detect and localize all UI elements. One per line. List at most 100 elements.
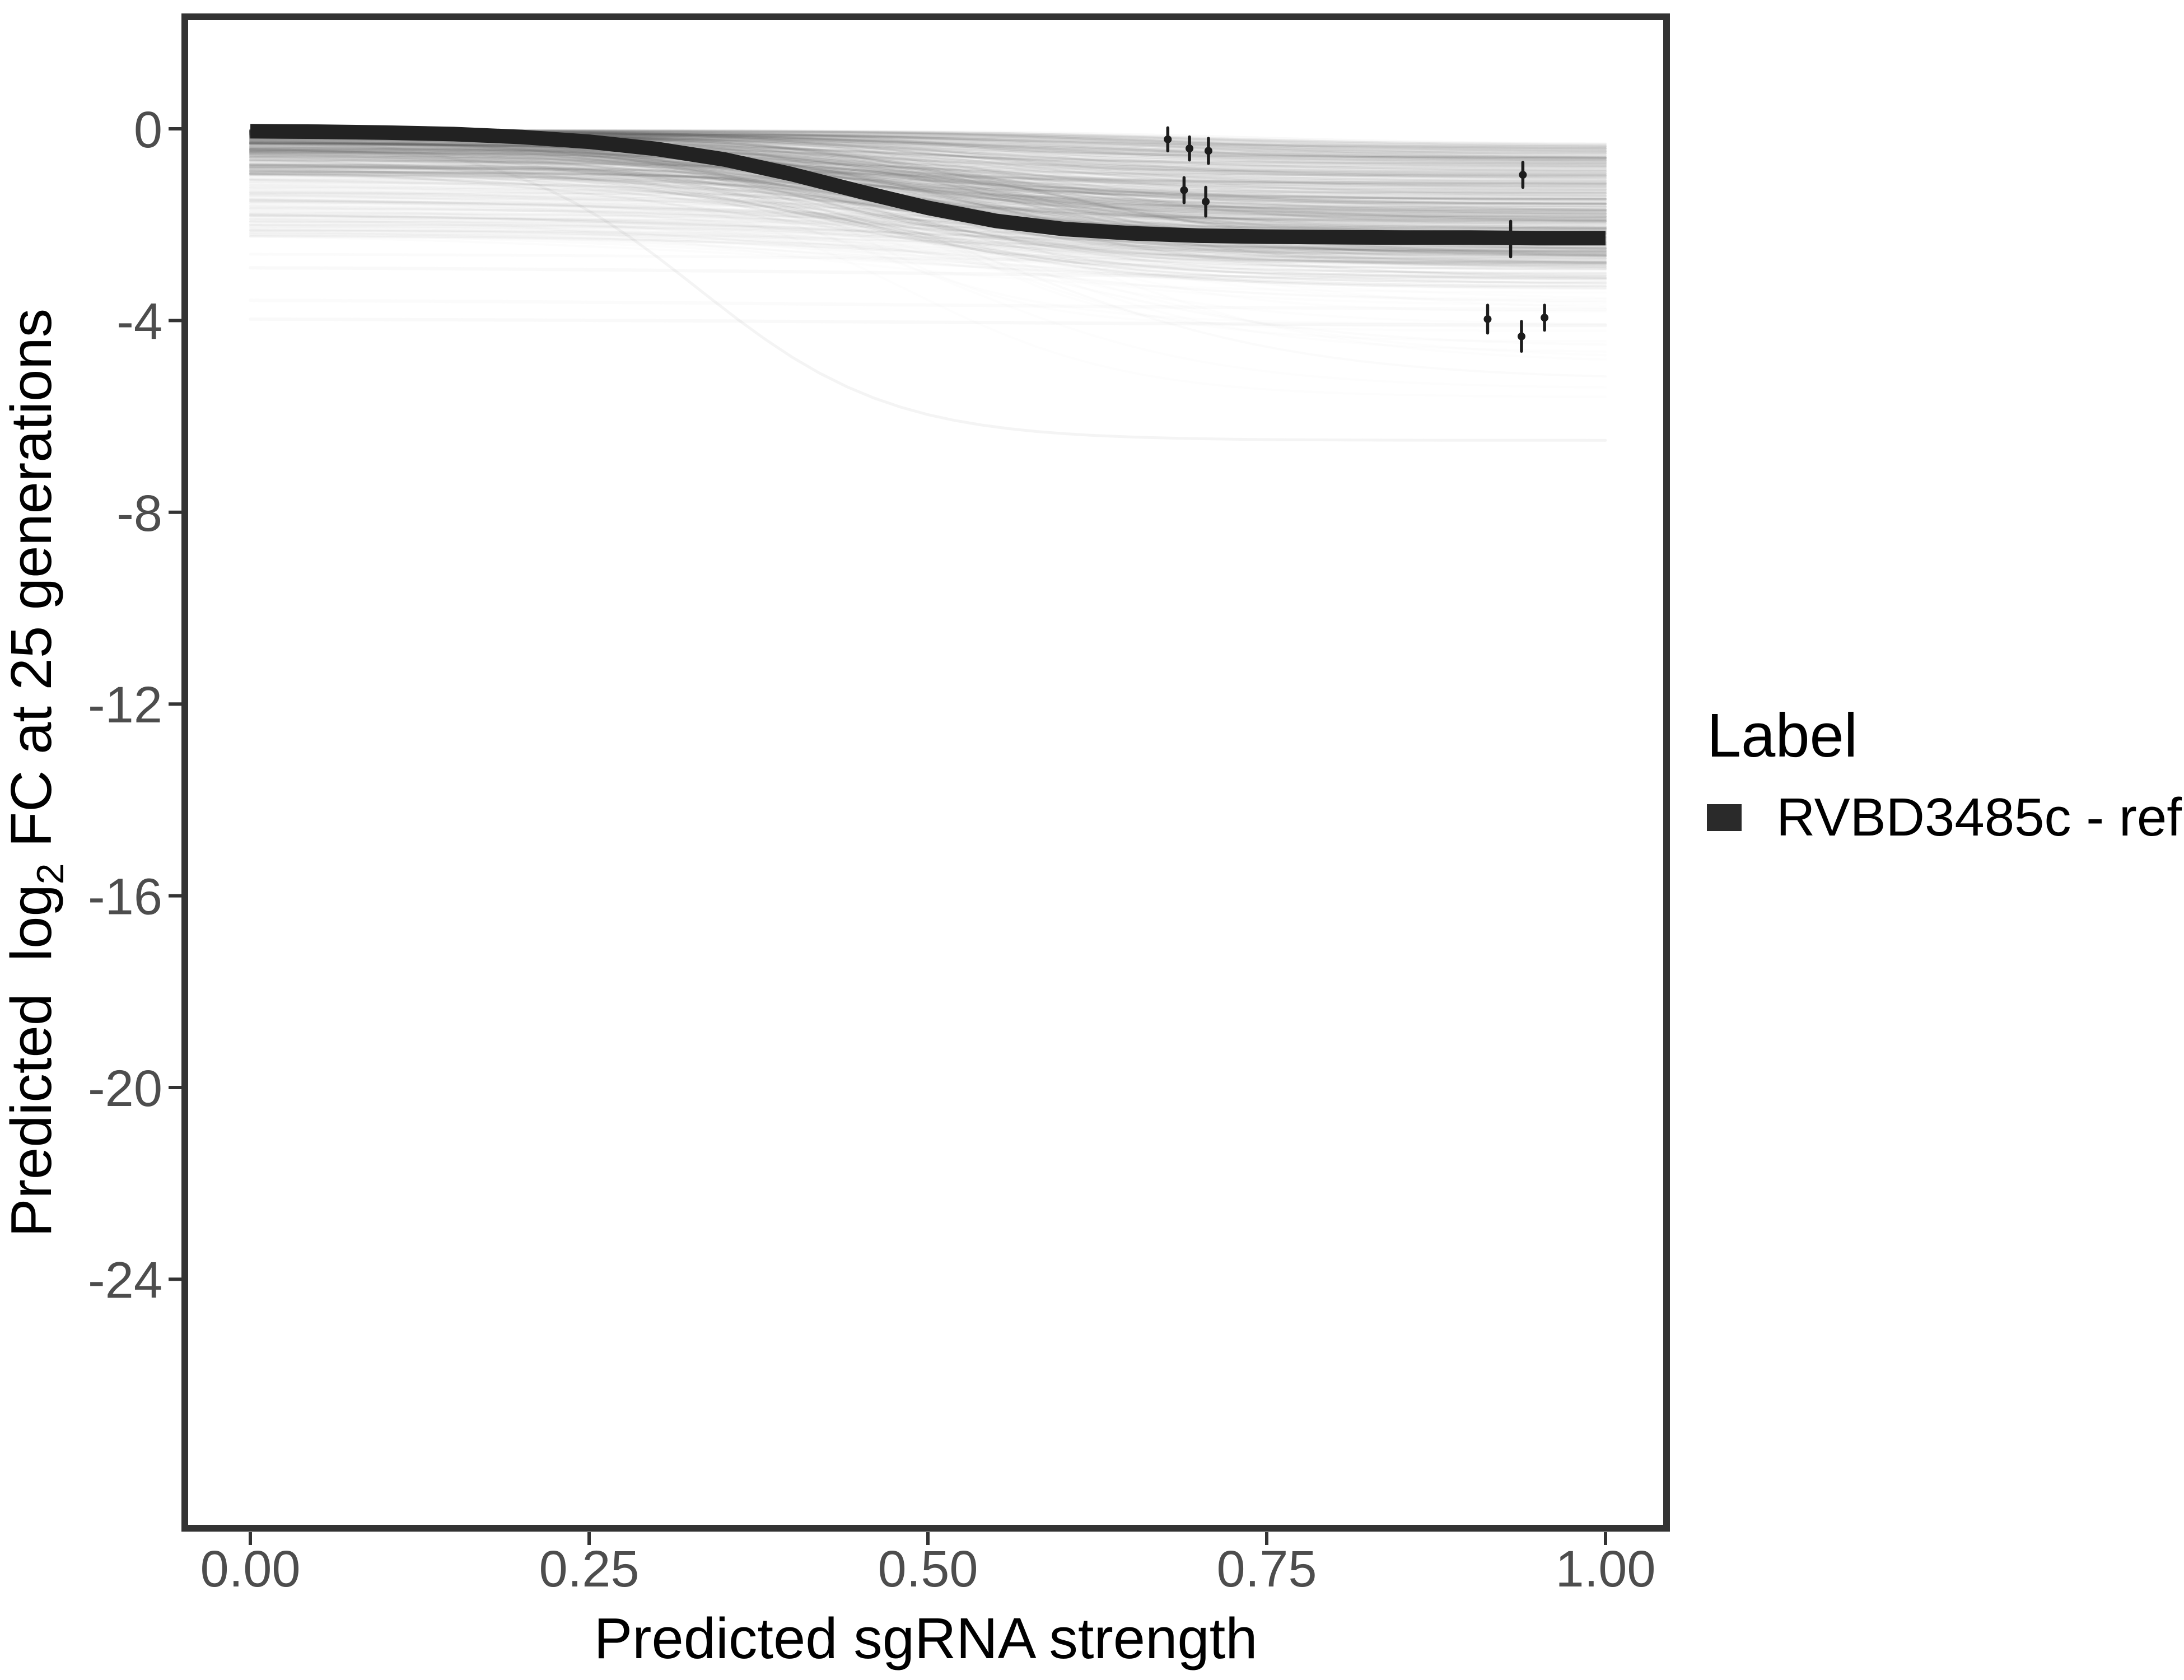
posterior-curve [249,162,1607,218]
posterior-curve [249,147,1607,200]
posterior-curve [249,164,1607,223]
posterior-curve [249,167,1607,221]
y-tick-label: -12 [88,676,162,734]
y-tick-label: 0 [134,101,162,158]
posterior-curve [249,151,1607,218]
posterior-curve [249,148,1607,231]
posterior-curve [249,142,1607,171]
posterior-curve [249,141,1607,173]
posterior-curve [249,150,1607,228]
posterior-curve [249,136,1607,259]
posterior-curve [249,170,1607,213]
posterior-curve [249,142,1607,181]
posterior-curve [249,152,1607,264]
posterior-curve [249,142,1607,185]
posterior-curve [249,148,1607,263]
posterior-curve [249,146,1607,211]
posterior-curve [249,139,1607,188]
legend-key-swatch [1707,804,1742,831]
posterior-curve [249,141,1607,254]
posterior-curve [249,172,1607,262]
outlier-curve [249,266,1607,281]
posterior-curve [249,137,1607,204]
posterior-curve [249,168,1607,289]
posterior-curve [249,159,1607,206]
posterior-curve [249,164,1607,218]
posterior-curve [249,152,1607,205]
data-point [1204,147,1212,155]
posterior-curve [249,153,1607,211]
posterior-curve [249,164,1607,212]
posterior-curve [249,167,1607,230]
posterior-curve [249,170,1607,229]
posterior-curve [249,151,1607,193]
data-point [1517,332,1525,340]
posterior-curve [249,139,1607,266]
posterior-curve [249,148,1607,263]
legend: Label RVBD3485c - ref [1707,703,2182,844]
posterior-curve-band [249,128,1607,442]
posterior-curve [249,147,1607,176]
x-axis-title: Predicted sgRNA strength [594,1606,1258,1670]
posterior-curve [249,139,1607,190]
x-tick-label: 0.75 [1216,1541,1317,1598]
posterior-curve [249,141,1607,236]
posterior-curve [249,135,1607,230]
data-point [1541,314,1549,322]
posterior-curve [249,169,1607,215]
data-point [1483,315,1492,323]
posterior-curve [249,166,1607,195]
posterior-curve [249,171,1607,211]
outlier-curve [249,253,1607,265]
posterior-curve [249,143,1607,206]
posterior-curve [249,148,1607,196]
posterior-curve [249,151,1607,230]
posterior-curve [249,155,1607,206]
posterior-curve [249,165,1607,277]
posterior-curve [249,170,1607,253]
posterior-curve [249,156,1607,220]
y-axis-title-post: FC at 25 generations [0,308,64,864]
posterior-curve [249,138,1607,183]
posterior-curve [249,162,1607,250]
outlier-curve [249,317,1607,327]
posterior-curve [249,150,1607,184]
posterior-curve [249,150,1607,257]
posterior-curve [249,155,1607,184]
posterior-curve [249,142,1607,225]
legend-title: Label [1707,701,1858,770]
posterior-curve [249,147,1607,204]
posterior-curve [249,151,1607,212]
posterior-curve [249,143,1607,268]
posterior-curve [249,157,1607,193]
posterior-curve [249,174,1607,288]
data-point [1202,198,1210,206]
y-tick-label: -4 [116,293,162,350]
posterior-curve [249,144,1607,181]
posterior-curve [249,152,1607,188]
posterior-curve [249,158,1607,269]
posterior-curve [249,151,1607,194]
posterior-curve [249,159,1607,201]
outlier-curve [249,298,1607,311]
y-tick-label: -16 [88,869,162,926]
posterior-curve [249,142,1607,253]
posterior-curve [249,172,1607,214]
posterior-curve [249,156,1607,185]
data-point [1186,144,1194,153]
posterior-curve [249,167,1607,211]
posterior-curve [249,142,1607,231]
axes: 0.00 0.25 0.50 0.75 1.00 0 -4 -8 -12 -16 -20 -24 [88,13,1670,1598]
posterior-curve [249,156,1607,254]
posterior-curve [249,151,1607,205]
posterior-curve [249,160,1607,274]
posterior-curve [249,166,1607,208]
posterior-curve [249,139,1607,208]
posterior-curve [249,143,1607,174]
posterior-curve [249,140,1607,176]
posterior-curve [249,141,1607,220]
ref-curve [250,124,1606,246]
posterior-curve [249,141,1607,231]
posterior-curve [249,143,1607,215]
